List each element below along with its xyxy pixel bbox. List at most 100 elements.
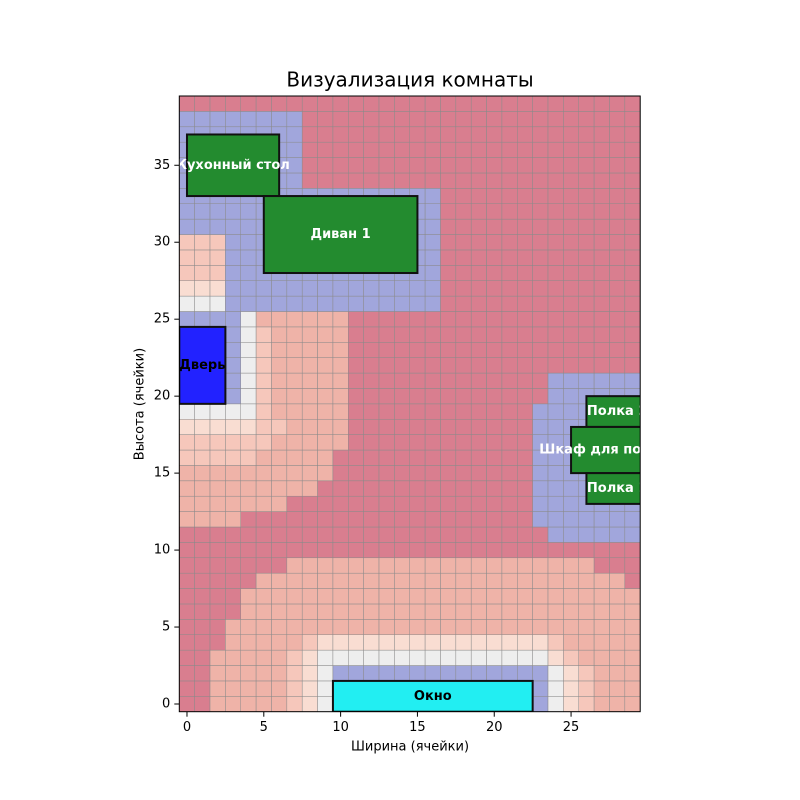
cell (501, 572, 518, 589)
cell (317, 680, 334, 697)
cell (348, 588, 364, 605)
cell (486, 265, 503, 281)
cell (378, 126, 395, 143)
cell (486, 188, 503, 204)
cell (209, 218, 226, 235)
cell (363, 372, 380, 389)
cell (394, 311, 410, 328)
cell (424, 218, 441, 235)
cell (240, 388, 257, 405)
cell (609, 696, 626, 712)
cell (255, 619, 272, 635)
cell (240, 511, 257, 528)
cell (593, 603, 610, 620)
cell (624, 203, 641, 220)
cell (593, 218, 610, 235)
cell (470, 280, 487, 297)
cell (424, 542, 441, 559)
cell (517, 449, 533, 466)
cell (517, 172, 533, 189)
cell (332, 126, 349, 143)
cell (609, 326, 626, 343)
cell (578, 526, 595, 543)
cell (440, 249, 457, 266)
cell (348, 311, 364, 328)
cell (378, 388, 395, 405)
cell (363, 295, 380, 312)
cell (179, 511, 195, 528)
cell (240, 542, 257, 559)
cell (209, 403, 226, 420)
cell (394, 449, 410, 466)
cell (470, 265, 487, 281)
cell (609, 95, 626, 112)
cell (363, 111, 380, 128)
cell (240, 603, 257, 620)
cell (501, 295, 518, 312)
cell (301, 357, 318, 374)
cell (578, 619, 595, 635)
cell (517, 157, 533, 174)
cell (378, 434, 395, 451)
cell (578, 126, 595, 143)
cell (501, 588, 518, 605)
cell (378, 172, 395, 189)
cell (255, 372, 272, 389)
cell (440, 342, 457, 358)
cell (301, 434, 318, 451)
cell (486, 588, 503, 605)
cell (609, 342, 626, 358)
cell (424, 465, 441, 482)
cell (547, 249, 564, 266)
cell (179, 680, 195, 697)
object-label: Дверь (179, 358, 225, 373)
cell (348, 295, 364, 312)
cell (440, 434, 457, 451)
cell (624, 588, 641, 605)
cell (486, 141, 503, 158)
cell (424, 126, 441, 143)
cell (470, 449, 487, 466)
cell (517, 342, 533, 358)
cell (563, 649, 579, 666)
cell (563, 295, 579, 312)
cell (179, 465, 195, 482)
cell (317, 634, 334, 651)
cell (317, 95, 334, 112)
cell (470, 434, 487, 451)
cell (593, 342, 610, 358)
cell (394, 649, 410, 666)
cell (332, 95, 349, 112)
cell (440, 141, 457, 158)
cell (593, 526, 610, 543)
cell (593, 234, 610, 251)
cell (593, 634, 610, 651)
cell (455, 141, 472, 158)
cell (409, 342, 426, 358)
cell (547, 172, 564, 189)
cell (563, 696, 579, 712)
cell (547, 342, 564, 358)
cell (517, 372, 533, 389)
cell (394, 388, 410, 405)
cell (225, 480, 242, 497)
y-tick-label: 0 (162, 697, 170, 712)
cell (255, 403, 272, 420)
cell (532, 141, 549, 158)
cell (593, 680, 610, 697)
cell (271, 465, 288, 482)
cell (271, 542, 288, 559)
cell (317, 357, 334, 374)
cell (240, 234, 257, 251)
cell (609, 619, 626, 635)
cell (470, 372, 487, 389)
cell (179, 557, 195, 574)
cell (209, 603, 226, 620)
cell (409, 157, 426, 174)
cell (547, 511, 564, 528)
cell (301, 95, 318, 112)
cell (179, 572, 195, 589)
cell (593, 141, 610, 158)
cell (255, 696, 272, 712)
cell (225, 280, 242, 297)
